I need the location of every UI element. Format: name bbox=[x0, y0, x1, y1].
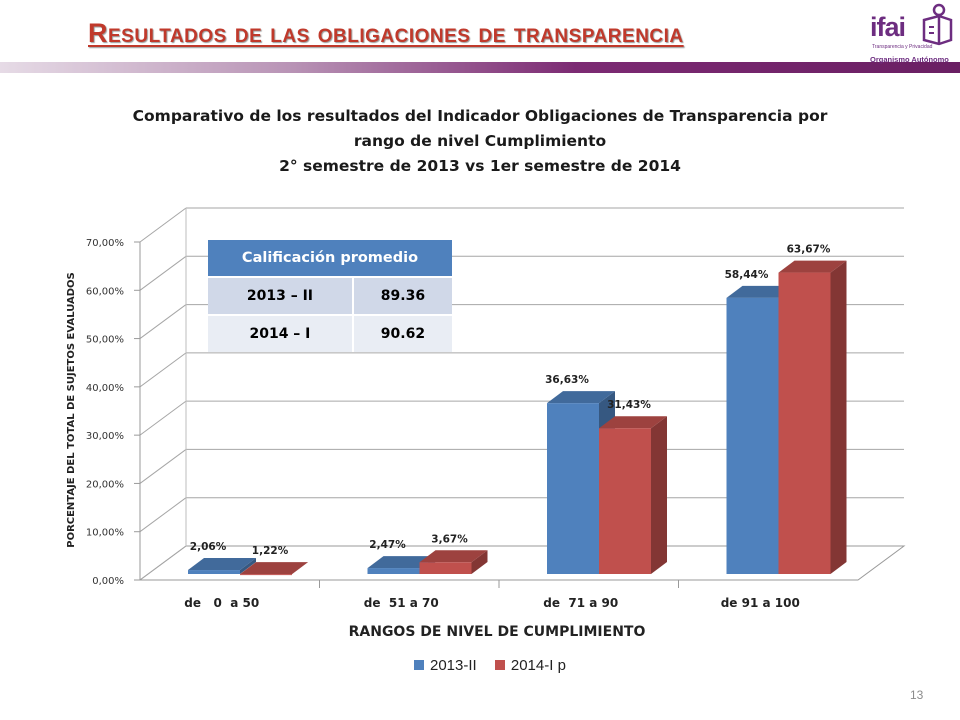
data-label: 63,67% bbox=[787, 244, 831, 256]
chart-title: Comparativo de los resultados del Indica… bbox=[100, 104, 860, 179]
bar-top bbox=[726, 285, 795, 298]
bar-top bbox=[547, 391, 615, 404]
score-cell: 90.62 bbox=[351, 314, 452, 352]
bar bbox=[599, 428, 651, 574]
bar-top bbox=[599, 416, 667, 429]
bar bbox=[726, 297, 779, 574]
logo-tagline: Transparencia y Privacidad bbox=[872, 44, 933, 50]
chart-legend: 2013-II 2014-I p bbox=[414, 657, 580, 674]
gridline bbox=[139, 400, 187, 436]
average-score-header: Calificación promedio bbox=[208, 240, 452, 277]
slide-title: Resultados de las obligaciones de transp… bbox=[88, 18, 684, 48]
gridline bbox=[139, 497, 187, 533]
bar-top bbox=[778, 260, 847, 273]
gridline bbox=[139, 304, 187, 339]
ifai-logo: ifai Transparencia y Privacidad Organism… bbox=[868, 2, 956, 64]
gridline bbox=[139, 255, 187, 291]
chart-title-line: rango de nivel Cumplimiento bbox=[353, 132, 607, 150]
y-tick-label: 50,00% bbox=[86, 335, 124, 346]
legend-swatch-2014 bbox=[494, 660, 505, 670]
y-tick-label: 0,00% bbox=[92, 576, 124, 587]
bar bbox=[188, 570, 240, 574]
bar-side bbox=[240, 558, 256, 574]
table-row: 2014 – I 90.62 bbox=[208, 314, 452, 352]
plot-area: 0,00% 10,00% 20,00% 30,00% 40,00% 50,00% 60,00… bbox=[66, 207, 906, 640]
period-cell: 2013 – II bbox=[208, 276, 353, 315]
x-axis-title: RANGOS DE NIVEL DE CUMPLIMIENTO bbox=[349, 624, 646, 640]
y-axis-title: PORCENTAJE DEL TOTAL DE SUJETOS EVALUADO… bbox=[66, 272, 77, 548]
legend-item: 2014-I p bbox=[494, 657, 566, 674]
bar-top bbox=[188, 558, 256, 571]
logo-organization: Organismo Autónomo bbox=[870, 55, 949, 64]
bar bbox=[547, 403, 599, 574]
logo-emblem-icon bbox=[922, 3, 953, 46]
y-tick-label: 20,00% bbox=[86, 479, 124, 490]
legend-label: 2013-II bbox=[430, 657, 477, 674]
y-tick-label: 10,00% bbox=[86, 528, 124, 539]
chart-title-line: Comparativo de los resultados del Indica… bbox=[132, 107, 828, 125]
x-tick-label: de 51 a 70 bbox=[364, 596, 439, 610]
gridline bbox=[139, 207, 187, 243]
bar bbox=[240, 574, 292, 576]
x-tick-label: de 71 a 90 bbox=[543, 596, 618, 610]
bar-side bbox=[830, 260, 847, 574]
y-tick-label: 70,00% bbox=[86, 238, 124, 249]
gridline bbox=[139, 545, 187, 581]
data-label: 2,06% bbox=[190, 541, 227, 553]
data-label: 1,22% bbox=[252, 545, 289, 557]
data-label: 58,44% bbox=[725, 269, 769, 281]
y-tick-label: 60,00% bbox=[86, 286, 124, 297]
bar bbox=[419, 562, 472, 574]
legend-swatch-2013 bbox=[414, 660, 424, 670]
data-label: 31,43% bbox=[607, 399, 651, 411]
y-tick-label: 30,00% bbox=[86, 431, 124, 442]
bar-top bbox=[419, 550, 488, 563]
logo-wordmark: ifai bbox=[870, 12, 906, 42]
period-cell: 2014 – I bbox=[208, 314, 353, 352]
average-score-table: Calificación promedio 2013 – II 89.36 20… bbox=[208, 240, 452, 352]
gridline bbox=[139, 352, 187, 388]
x-tick-label: de 91 a 100 bbox=[721, 596, 800, 610]
bar-top bbox=[240, 562, 308, 575]
bar-side bbox=[471, 550, 488, 574]
bar bbox=[367, 568, 420, 574]
score-cell: 89.36 bbox=[351, 276, 452, 315]
bar-top bbox=[367, 556, 436, 569]
data-label: 3,67% bbox=[431, 533, 468, 545]
bar-side bbox=[651, 416, 667, 574]
table-row: 2013 – II 89.36 bbox=[208, 276, 452, 315]
data-label: 2,47% bbox=[369, 539, 406, 551]
bars: 2,06% 1,22% 2,47% 3,67% 36,63% 31,43% 58,44% 63… bbox=[188, 244, 847, 576]
y-tick-label: 40,00% bbox=[86, 383, 124, 394]
legend-item: 2013-II bbox=[414, 657, 477, 674]
data-label: 36,63% bbox=[545, 374, 589, 386]
chart-title-line: 2° semestre de 2013 vs 1er semestre de 2… bbox=[279, 157, 681, 175]
bar bbox=[778, 272, 831, 574]
gridline bbox=[139, 449, 187, 484]
legend-label: 2014-I p bbox=[510, 657, 566, 674]
page-number: 13 bbox=[910, 688, 924, 702]
title-rule bbox=[0, 62, 960, 73]
x-tick-label: de 0 a 50 bbox=[184, 596, 259, 610]
